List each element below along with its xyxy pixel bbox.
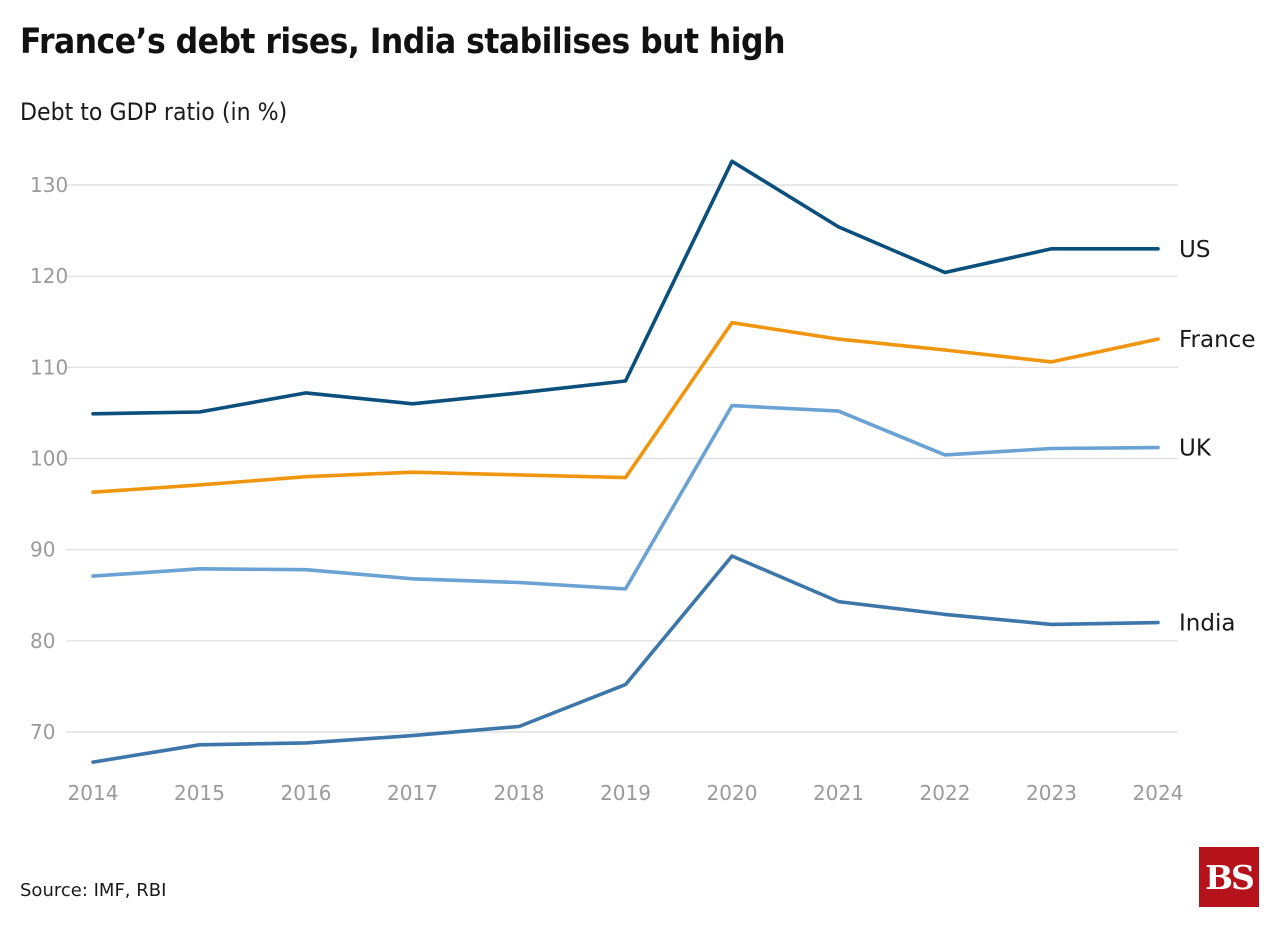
series-label-france: France bbox=[1179, 327, 1255, 353]
x-axis-ticks: 2014 2015 2016 2017 2018 2019 2020 2021 2022 2023… bbox=[68, 781, 1184, 805]
x-tick-label: 2020 bbox=[707, 781, 758, 805]
x-tick-label: 2023 bbox=[1026, 781, 1077, 805]
y-axis-ticks: 70 80 90 100 110 120 130 bbox=[30, 173, 68, 744]
x-tick-label: 2024 bbox=[1133, 781, 1184, 805]
chart-subtitle: Debt to GDP ratio (in %) bbox=[20, 98, 288, 126]
x-tick-label: 2018 bbox=[494, 781, 545, 805]
x-tick-label: 2017 bbox=[387, 781, 438, 805]
y-tick-label: 130 bbox=[30, 173, 68, 197]
x-tick-label: 2014 bbox=[68, 781, 119, 805]
series-labels: US France UK India bbox=[1179, 237, 1255, 637]
y-tick-label: 100 bbox=[30, 447, 68, 471]
series-lines bbox=[91, 159, 1160, 764]
series-line-france bbox=[91, 320, 1160, 495]
series-label-india: India bbox=[1179, 611, 1235, 637]
x-tick-label: 2022 bbox=[920, 781, 971, 805]
y-tick-label: 80 bbox=[30, 629, 55, 653]
series-line-uk bbox=[91, 403, 1160, 591]
source-note: Source: IMF, RBI bbox=[20, 880, 167, 901]
series-label-us: US bbox=[1179, 237, 1210, 263]
series-label-uk: UK bbox=[1179, 436, 1212, 462]
y-tick-label: 90 bbox=[30, 538, 55, 562]
y-tick-label: 110 bbox=[30, 355, 68, 379]
series-line-us bbox=[91, 159, 1160, 416]
x-tick-label: 2015 bbox=[174, 781, 225, 805]
x-tick-label: 2016 bbox=[281, 781, 332, 805]
x-tick-label: 2021 bbox=[813, 781, 864, 805]
y-tick-label: 120 bbox=[30, 264, 68, 288]
x-tick-label: 2019 bbox=[600, 781, 651, 805]
gridlines bbox=[66, 184, 1178, 733]
series-line-india bbox=[91, 554, 1160, 764]
y-tick-label: 70 bbox=[30, 720, 55, 744]
chart-title: France’s debt rises, India stabilises bu… bbox=[20, 22, 785, 62]
bs-logo: BS bbox=[1199, 847, 1259, 907]
